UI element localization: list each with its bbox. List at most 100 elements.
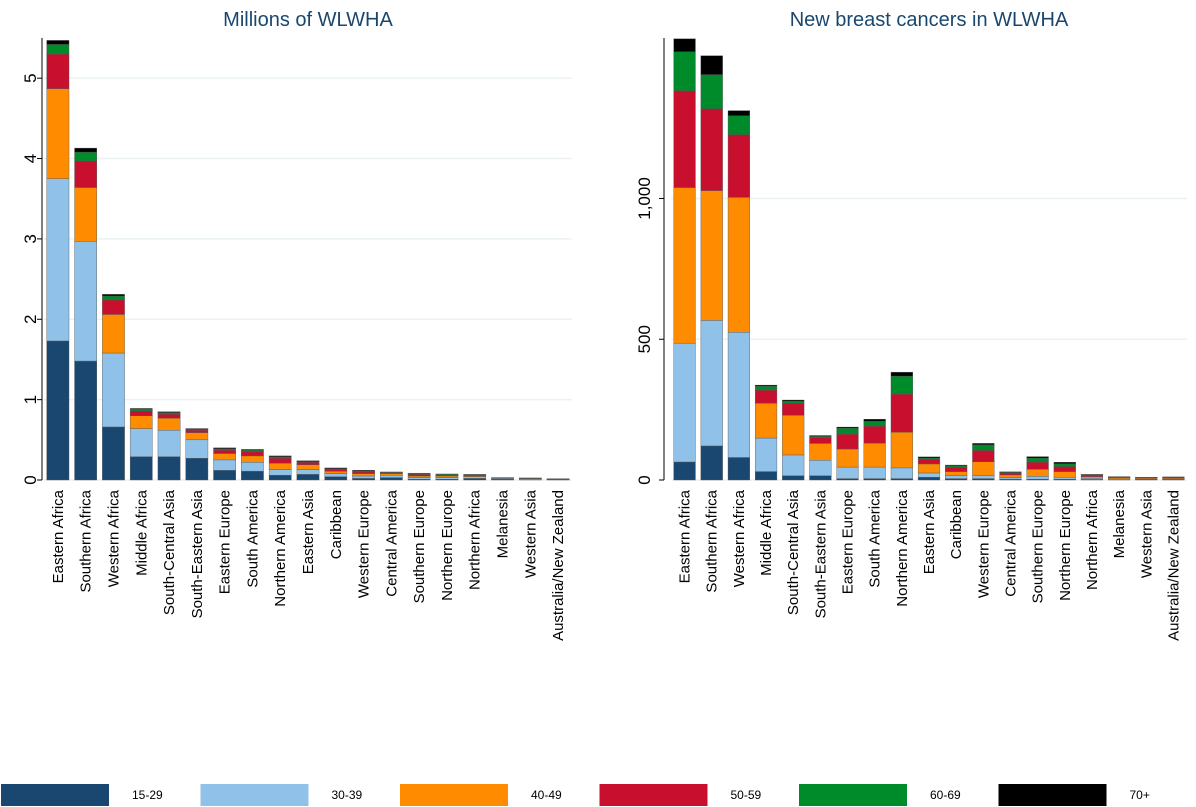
bar-segment bbox=[727, 197, 750, 333]
bar-segment bbox=[157, 417, 181, 431]
bar-segment bbox=[102, 299, 125, 315]
bar-segment bbox=[809, 443, 832, 461]
bar-segment bbox=[999, 472, 1022, 476]
bar-segment bbox=[972, 475, 995, 479]
bar-segment bbox=[863, 442, 886, 468]
bar-segment bbox=[890, 478, 913, 481]
bar-segment bbox=[890, 371, 913, 377]
bar-segment bbox=[324, 469, 348, 472]
bar-segment bbox=[296, 462, 320, 465]
bar-segment bbox=[673, 51, 696, 91]
x-tick-label: Caribbean bbox=[948, 490, 965, 559]
bar-segment bbox=[782, 399, 805, 402]
bar-segment bbox=[673, 342, 696, 463]
x-tick-label: South-Central Asia bbox=[161, 489, 178, 615]
bar-segment bbox=[809, 460, 832, 476]
y-tick-label: 2 bbox=[21, 315, 40, 324]
bar-segment bbox=[863, 478, 886, 481]
bar-segment bbox=[157, 456, 181, 481]
bar-segment bbox=[890, 431, 913, 469]
bar-segment bbox=[999, 471, 1022, 473]
x-tick-label: Central America bbox=[1002, 489, 1019, 596]
bar-segment bbox=[673, 38, 696, 52]
bar-segment bbox=[754, 389, 778, 404]
bar-segment bbox=[972, 444, 995, 451]
bar-segment bbox=[74, 187, 97, 242]
bar-segment bbox=[836, 478, 859, 481]
x-tick-label: Eastern Europe bbox=[217, 490, 234, 594]
bar-segment bbox=[999, 477, 1022, 480]
bar-segment bbox=[754, 437, 778, 472]
bar-segment bbox=[102, 426, 125, 481]
bar-segment bbox=[296, 474, 320, 481]
x-tick-label: Southern Europe bbox=[411, 490, 428, 603]
bar-segment bbox=[700, 320, 723, 447]
bar-segment bbox=[102, 295, 125, 301]
y-tick-label: 1,000 bbox=[635, 177, 654, 220]
bar-segment bbox=[102, 294, 125, 297]
x-tick-label: Western Africa bbox=[731, 489, 748, 587]
x-tick-label: Australia/New Zealand bbox=[1165, 490, 1182, 641]
bar-segment bbox=[46, 40, 70, 45]
bar-segment bbox=[700, 190, 723, 321]
bar-segment bbox=[809, 437, 832, 444]
bar-segment bbox=[102, 314, 125, 354]
bar-segment bbox=[46, 88, 70, 179]
y-tick-label: 4 bbox=[21, 154, 40, 163]
bar-segment bbox=[157, 412, 181, 415]
bar-segment bbox=[863, 420, 886, 427]
legend-swatch bbox=[599, 784, 708, 806]
bar-segment bbox=[74, 241, 97, 362]
bar-segment bbox=[972, 478, 995, 481]
x-tick-label: South-Central Asia bbox=[785, 489, 802, 615]
bar-segment bbox=[917, 458, 941, 465]
bar-segment bbox=[700, 55, 723, 75]
bar-segment bbox=[129, 415, 153, 429]
bar-segment bbox=[673, 461, 696, 481]
bar-segment bbox=[213, 453, 236, 461]
bar-segment bbox=[268, 462, 292, 470]
bar-segment bbox=[1080, 476, 1104, 479]
bar-segment bbox=[809, 436, 832, 438]
y-tick-label: 0 bbox=[21, 475, 40, 484]
bar-segment bbox=[185, 439, 209, 459]
y-tick-label: 0 bbox=[635, 475, 654, 484]
x-tick-label: Northern America bbox=[894, 489, 911, 606]
bar-segment bbox=[917, 472, 941, 478]
legend-swatch bbox=[998, 784, 1107, 806]
bar-segment bbox=[890, 393, 913, 433]
bar-segment bbox=[268, 456, 292, 459]
bar-segment bbox=[1026, 456, 1049, 459]
bar-segment bbox=[917, 476, 941, 481]
bar-segment bbox=[185, 428, 209, 430]
bar-segment bbox=[157, 411, 181, 413]
x-tick-label: Caribbean bbox=[328, 490, 345, 559]
bar-segment bbox=[213, 459, 236, 471]
bar-segment bbox=[352, 470, 375, 472]
bar-segment bbox=[863, 426, 886, 444]
legend-label: 15-29 bbox=[132, 788, 163, 802]
bar-segment bbox=[213, 450, 236, 454]
bar-segment bbox=[185, 458, 209, 481]
bar-segment bbox=[754, 386, 778, 391]
legend-swatch bbox=[799, 784, 907, 806]
x-tick-label: Western Asia bbox=[522, 489, 539, 578]
bar-segment bbox=[129, 456, 153, 481]
bar-segment bbox=[782, 415, 805, 456]
x-tick-label: Eastern Africa bbox=[677, 489, 694, 583]
bar-segment bbox=[1026, 476, 1049, 480]
bar-segment bbox=[754, 384, 778, 387]
bar-segment bbox=[407, 475, 431, 478]
bar-segment bbox=[74, 360, 97, 481]
bar-segment bbox=[782, 402, 805, 416]
bar-segment bbox=[74, 147, 97, 153]
y-tick-label: 3 bbox=[21, 234, 40, 243]
bar-segment bbox=[1053, 463, 1076, 467]
x-tick-label: Central America bbox=[383, 489, 400, 596]
bar-segment bbox=[727, 115, 750, 135]
x-tick-label: Eastern Africa bbox=[50, 489, 67, 583]
x-tick-label: Northern Europe bbox=[439, 490, 456, 601]
bar-segment bbox=[241, 455, 264, 463]
legend-label: 60-69 bbox=[930, 788, 961, 802]
bar-segment bbox=[296, 469, 320, 475]
